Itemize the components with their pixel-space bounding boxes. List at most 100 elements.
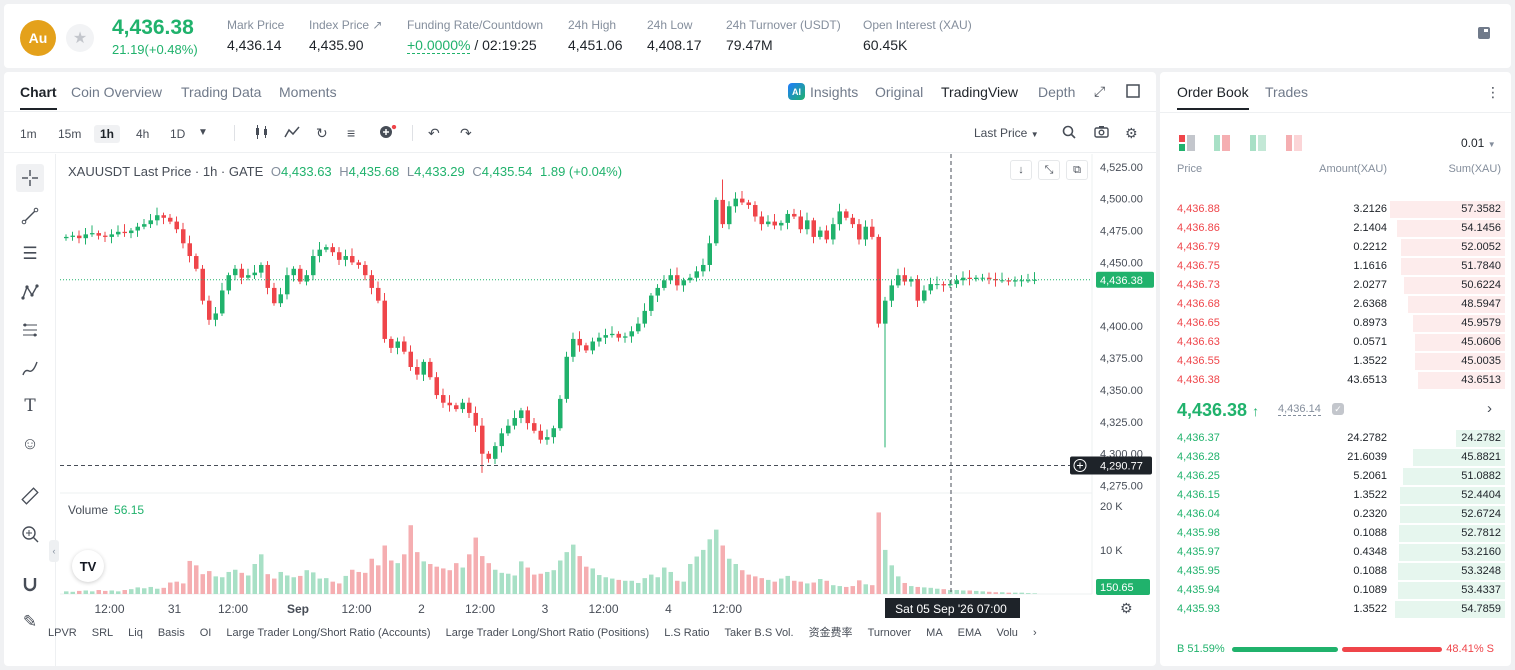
volume-bar bbox=[935, 588, 940, 594]
replay-icon[interactable]: ↻ bbox=[316, 125, 328, 141]
collapse-toolbar-chevron-icon[interactable]: ‹ bbox=[49, 540, 59, 562]
tab-chart[interactable]: Chart bbox=[20, 84, 57, 110]
bid-amount: 1.3522 bbox=[1353, 489, 1387, 501]
indicator-9[interactable]: 资金费率 bbox=[808, 627, 853, 639]
indicator-11[interactable]: MA bbox=[926, 627, 943, 639]
view-bids-icon[interactable] bbox=[1214, 135, 1230, 156]
indicator-12[interactable]: EMA bbox=[957, 627, 982, 639]
add-alert-icon[interactable] bbox=[379, 124, 397, 142]
view-insights[interactable]: Insights bbox=[810, 84, 859, 100]
ask-row[interactable]: 4,436.55 1.3522 45.0035 bbox=[1160, 352, 1511, 371]
view-bids-only-icon[interactable] bbox=[1250, 135, 1266, 156]
bid-row[interactable]: 4,435.93 1.3522 54.7859 bbox=[1160, 600, 1511, 619]
zoom-in-icon[interactable] bbox=[16, 520, 44, 548]
bid-row[interactable]: 4,436.25 5.2061 51.0882 bbox=[1160, 467, 1511, 486]
templates-icon[interactable]: ≡ bbox=[347, 125, 356, 141]
ask-row[interactable]: 4,436.79 0.2212 52.0052 bbox=[1160, 238, 1511, 257]
view-asks-only-icon[interactable] bbox=[1286, 135, 1302, 156]
indicator-6[interactable]: Large Trader Long/Short Ratio (Positions… bbox=[445, 627, 650, 639]
undo-icon[interactable]: ↶ bbox=[428, 125, 440, 141]
indicator-13[interactable]: Volu bbox=[996, 627, 1018, 639]
tab-trades[interactable]: Trades bbox=[1265, 84, 1309, 100]
camera-icon[interactable] bbox=[1094, 125, 1109, 141]
candle-type-icon[interactable] bbox=[254, 125, 270, 142]
interval-15m[interactable]: 15m bbox=[58, 127, 82, 141]
indicator-8[interactable]: Taker B.S Vol. bbox=[724, 627, 794, 639]
interval-dropdown-icon[interactable]: ▼ bbox=[198, 127, 208, 138]
stat-index-price[interactable]: Index Price ↗ 4,435.90 bbox=[309, 18, 383, 53]
tab-trading-data[interactable]: Trading Data bbox=[181, 84, 262, 100]
chevron-right-icon[interactable]: › bbox=[1487, 400, 1492, 417]
view-both-icon[interactable] bbox=[1179, 135, 1195, 156]
indicator-3[interactable]: Basis bbox=[157, 627, 185, 639]
chart-settings-icon[interactable]: ⚙ bbox=[1120, 600, 1133, 616]
bid-row[interactable]: 4,435.97 0.4348 53.2160 bbox=[1160, 543, 1511, 562]
order-book-mark-price[interactable]: 4,436.14 bbox=[1278, 403, 1321, 416]
magnet-icon[interactable] bbox=[16, 570, 44, 598]
ruler-tool-icon[interactable] bbox=[16, 482, 44, 510]
bid-row[interactable]: 4,436.15 1.3522 52.4404 bbox=[1160, 486, 1511, 505]
price-axis-tick: 4,350.00 bbox=[1100, 385, 1143, 397]
indicator-1[interactable]: SRL bbox=[91, 627, 114, 639]
pattern-tool-icon[interactable] bbox=[16, 278, 44, 306]
ask-row[interactable]: 4,436.63 0.0571 45.0606 bbox=[1160, 333, 1511, 352]
bid-row[interactable]: 4,435.98 0.1088 52.7812 bbox=[1160, 524, 1511, 543]
view-depth[interactable]: Depth bbox=[1038, 84, 1076, 100]
tab-coin-overview[interactable]: Coin Overview bbox=[71, 84, 163, 100]
fib-tool-icon[interactable] bbox=[16, 316, 44, 344]
text-tool-icon[interactable]: T bbox=[24, 396, 36, 416]
collapse-chart-icon[interactable]: ⤡ bbox=[1038, 160, 1060, 180]
bid-row[interactable]: 4,435.95 0.1088 53.3248 bbox=[1160, 562, 1511, 581]
bid-row[interactable]: 4,436.04 0.2320 52.6724 bbox=[1160, 505, 1511, 524]
indicators-icon[interactable] bbox=[284, 125, 300, 142]
ask-row[interactable]: 4,436.68 2.6368 48.5947 bbox=[1160, 295, 1511, 314]
view-original[interactable]: Original bbox=[875, 84, 924, 100]
notebook-icon[interactable] bbox=[1477, 26, 1495, 44]
bid-price: 4,436.28 bbox=[1177, 451, 1220, 463]
indicator-5[interactable]: Large Trader Long/Short Ratio (Accounts) bbox=[226, 627, 431, 639]
brush-tool-icon[interactable] bbox=[16, 354, 44, 382]
funding-rate-value[interactable]: +0.0000% bbox=[407, 37, 471, 54]
horizontal-lines-tool-icon[interactable]: ☰ bbox=[22, 244, 38, 263]
trend-line-tool-icon[interactable] bbox=[16, 202, 44, 230]
interval-1m[interactable]: 1m bbox=[20, 127, 37, 141]
indicator-10[interactable]: Turnover bbox=[867, 627, 912, 639]
ask-row[interactable]: 4,436.88 3.2126 57.3582 bbox=[1160, 200, 1511, 219]
indicator-2[interactable]: Liq bbox=[128, 627, 143, 639]
expand-icon[interactable]: ⤢ bbox=[1094, 83, 1106, 99]
settings-gear-icon[interactable]: ⚙ bbox=[1125, 125, 1138, 141]
volume-bar bbox=[779, 578, 784, 594]
candlestick-chart[interactable]: 4,525.00 4,500.00 4,475.00 4,450.00 4,400.00… bbox=[4, 72, 1156, 666]
ask-row[interactable]: 4,436.73 2.0277 50.6224 bbox=[1160, 276, 1511, 295]
price-source-select[interactable]: Last Price ▼ bbox=[974, 126, 1039, 140]
redo-icon[interactable]: ↷ bbox=[460, 125, 472, 141]
tradingview-logo-icon[interactable]: TV bbox=[72, 550, 104, 582]
scroll-to-latest-icon[interactable]: ↓ bbox=[1010, 160, 1032, 180]
emoji-tool-icon[interactable]: ☺ bbox=[21, 434, 39, 453]
bid-row[interactable]: 4,436.28 21.6039 45.8821 bbox=[1160, 448, 1511, 467]
favorite-star-icon[interactable]: ★ bbox=[66, 24, 94, 52]
tab-order-book[interactable]: Order Book bbox=[1177, 84, 1249, 110]
more-options-icon[interactable]: ⋮ bbox=[1486, 84, 1500, 100]
indicator-scroll-chevron-icon[interactable]: › bbox=[1032, 627, 1037, 639]
ask-row[interactable]: 4,436.65 0.8973 45.9579 bbox=[1160, 314, 1511, 333]
ask-row[interactable]: 4,436.75 1.1616 51.7840 bbox=[1160, 257, 1511, 276]
interval-1h[interactable]: 1h bbox=[94, 125, 121, 143]
indicator-4[interactable]: OI bbox=[199, 627, 212, 639]
pencil-icon[interactable]: ✎ bbox=[22, 612, 38, 631]
interval-4h[interactable]: 4h bbox=[136, 127, 150, 141]
fullscreen-icon[interactable] bbox=[1126, 84, 1140, 101]
indicator-7[interactable]: L.S Ratio bbox=[664, 627, 710, 639]
bid-row[interactable]: 4,435.94 0.1089 53.4337 bbox=[1160, 581, 1511, 600]
indicator-0[interactable]: LPVR bbox=[48, 627, 77, 639]
chart-mode-icon[interactable]: ⧉ bbox=[1066, 160, 1088, 180]
crosshair-tool-icon[interactable] bbox=[16, 164, 44, 192]
tab-moments[interactable]: Moments bbox=[279, 84, 337, 100]
ask-row[interactable]: 4,436.38 43.6513 43.6513 bbox=[1160, 371, 1511, 390]
ask-row[interactable]: 4,436.86 2.1404 54.1456 bbox=[1160, 219, 1511, 238]
search-icon[interactable] bbox=[1062, 125, 1076, 142]
interval-1d[interactable]: 1D bbox=[170, 127, 186, 141]
precision-select[interactable]: 0.01 ▼ bbox=[1461, 136, 1496, 150]
view-tradingview[interactable]: TradingView bbox=[941, 84, 1019, 100]
bid-row[interactable]: 4,436.37 24.2782 24.2782 bbox=[1160, 429, 1511, 448]
